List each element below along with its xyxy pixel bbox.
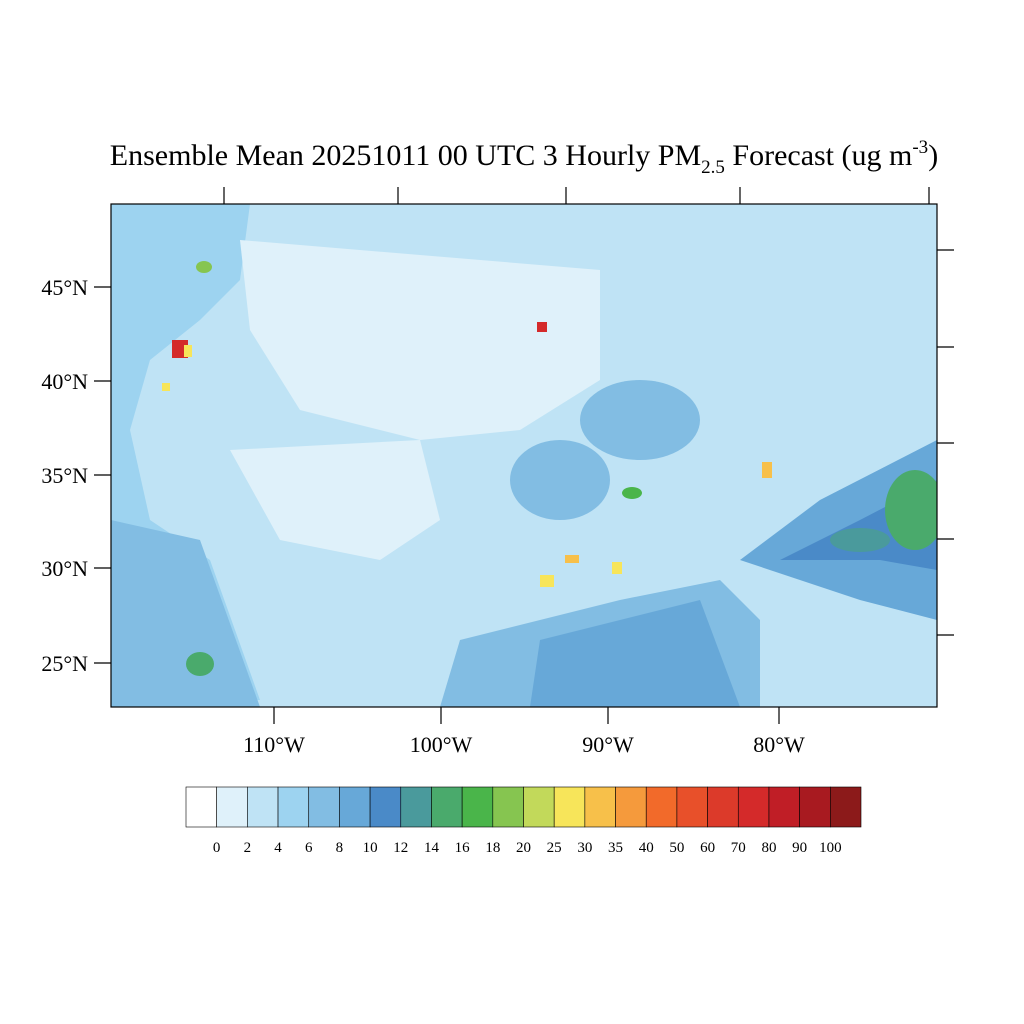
colorbar-label: 14 <box>424 840 440 856</box>
lat-label: 25°N <box>41 651 88 676</box>
color-box <box>645 786 678 828</box>
colorbar-label: 90 <box>792 840 807 856</box>
color-box <box>553 786 586 828</box>
map-ticks <box>94 187 954 724</box>
title-text: ) <box>928 139 938 172</box>
axis-labels: 45°N 40°N 35°N 30°N 25°N 110°W 100°W 90°W 80°W <box>41 275 805 757</box>
colorbar-label: 8 <box>336 840 344 856</box>
color-box <box>247 786 279 828</box>
color-box <box>737 786 770 828</box>
color-box <box>768 786 800 828</box>
colorbar-label: 25 <box>547 840 562 856</box>
color-box <box>277 786 310 828</box>
color-box <box>799 786 831 828</box>
color-box <box>615 786 647 828</box>
colorbar: 0 2 4 6 8 10 12 14 16 18 20 25 30 35 40 50 60 70 80 90 100 <box>185 786 862 856</box>
colorbar-label: 60 <box>700 840 715 856</box>
color-box <box>400 786 432 828</box>
title: Ensemble Mean 20251011 00 UTC 3 Hourly P… <box>110 137 938 178</box>
colorbar-label: 4 <box>274 840 282 856</box>
color-box <box>584 786 616 828</box>
title-superscript: -3 <box>912 137 928 158</box>
colorbar-label: 0 <box>213 840 221 856</box>
lat-label: 35°N <box>41 463 88 488</box>
colorbar-label: 50 <box>669 840 684 856</box>
color-box <box>492 786 524 828</box>
color-box <box>369 786 402 828</box>
color-box <box>676 786 708 828</box>
colorbar-label: 18 <box>485 840 500 856</box>
colorbar-label: 6 <box>305 840 313 856</box>
lon-label: 80°W <box>753 732 805 757</box>
color-box <box>830 786 862 828</box>
color-box <box>707 786 739 828</box>
lat-label: 45°N <box>41 275 88 300</box>
colorbar-label: 30 <box>577 840 592 856</box>
color-box <box>461 786 494 828</box>
title-subscript: 2.5 <box>701 157 725 178</box>
colorbar-label: 80 <box>761 840 776 856</box>
color-box <box>216 786 248 828</box>
title-text: Ensemble Mean 20251011 00 UTC 3 Hourly P… <box>110 139 701 172</box>
colorbar-label: 20 <box>516 840 531 856</box>
colorbar-label: 40 <box>639 840 654 856</box>
map-field <box>111 204 937 707</box>
colorbar-label: 2 <box>244 840 252 856</box>
color-box <box>523 786 555 828</box>
color-box <box>308 786 340 828</box>
lat-label: 40°N <box>41 369 88 394</box>
lon-label: 100°W <box>410 732 473 757</box>
colorbar-label: 70 <box>731 840 746 856</box>
map-frame <box>110 203 938 708</box>
colorbar-label: 35 <box>608 840 623 856</box>
lon-label: 110°W <box>243 732 305 757</box>
color-box <box>339 786 371 828</box>
colorbar-label: 12 <box>393 840 408 856</box>
colorbar-label: 10 <box>363 840 378 856</box>
color-box <box>431 786 463 828</box>
lon-label: 90°W <box>582 732 634 757</box>
lat-label: 30°N <box>41 556 88 581</box>
colorbar-label: 16 <box>455 840 471 856</box>
colorbar-label: 100 <box>819 840 842 856</box>
title-text: Forecast (ug m <box>725 139 912 172</box>
color-box <box>185 786 217 828</box>
